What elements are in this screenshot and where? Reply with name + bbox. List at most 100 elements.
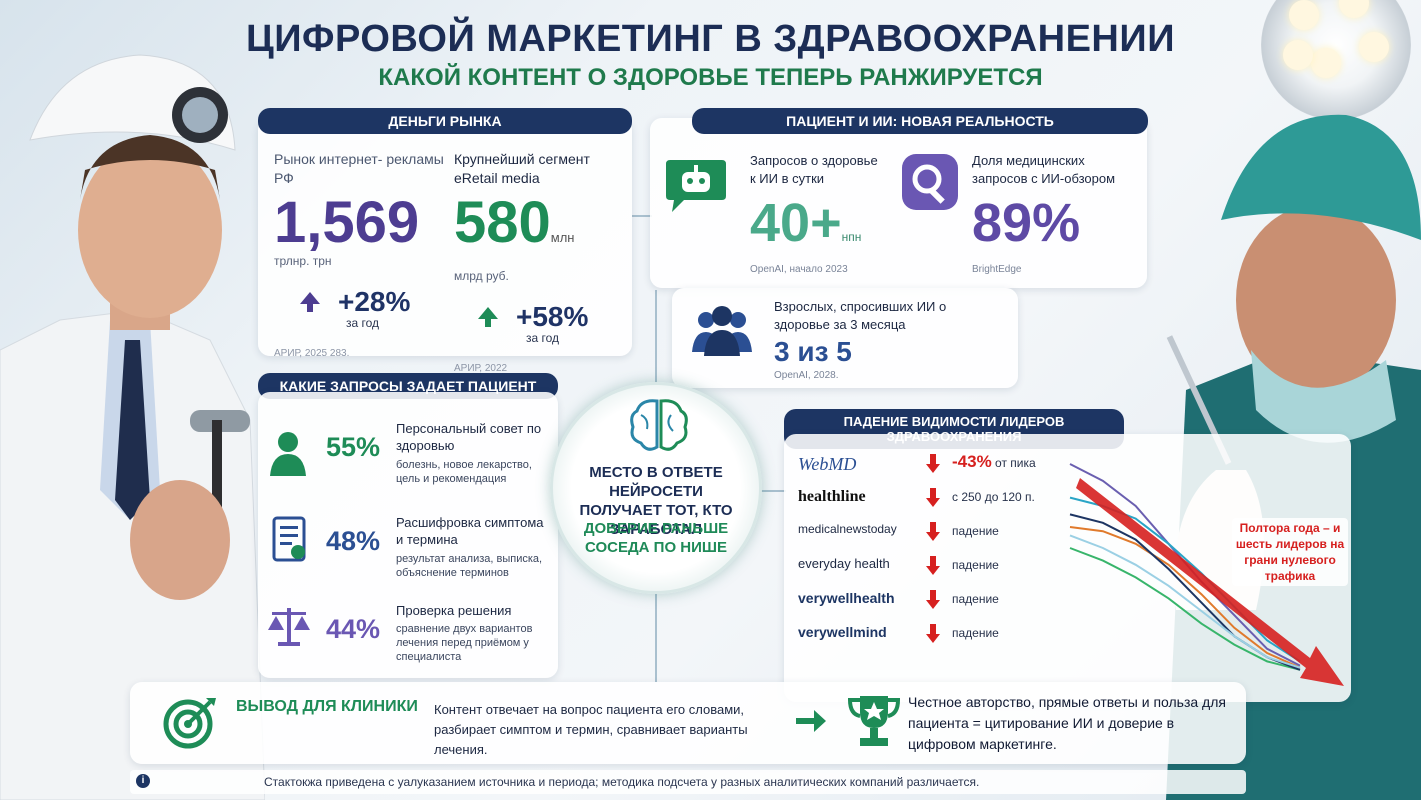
- question-pct: 55%: [326, 432, 381, 462]
- ai-queries-suffix: нпн: [841, 230, 862, 244]
- arrow-right-icon: [796, 710, 826, 737]
- question-title: Персональный совет по здоровью: [396, 421, 542, 453]
- down-arrow-icon: [926, 454, 940, 474]
- leader-note: падение: [952, 524, 999, 538]
- leader-row: everyday health падение: [798, 550, 1068, 584]
- ai-queries-number: 40+: [750, 193, 842, 253]
- central-message-main: МЕСТО В ОТВЕТЕ НЕЙРОСЕТИ ПОЛУЧАЕТ ТОТ, К…: [579, 464, 733, 538]
- retail-source: АРИР, 2022: [454, 363, 508, 374]
- retail-media-value: 580млн: [454, 192, 624, 269]
- leader-row: verywellmind падение: [798, 618, 1068, 652]
- market-size-value: 1,569: [274, 190, 420, 255]
- question-pct: 44%: [326, 614, 381, 644]
- market-size-label: Рынок интернет- рекламы РФ: [274, 151, 444, 186]
- central-message-accent: ДОВЕРИЕ РАНЬШЕ СОСЕДА ПО НИШЕ: [583, 520, 729, 556]
- traffic-decline-chart: [1069, 463, 1344, 686]
- question-title: Расшифровка симптома и термина: [396, 515, 544, 547]
- question-desc: болезнь, новое лекарство, цель и рекомен…: [396, 459, 532, 485]
- adults-label: Взрослых, спросивших ИИ о здоровье за 3 …: [774, 299, 947, 332]
- adults-source: OpenAI, 2028.: [774, 370, 839, 381]
- leader-logo: verywellmind: [798, 624, 887, 640]
- trend-down-arrow-icon: [1076, 478, 1344, 686]
- trophy-icon: [847, 692, 901, 755]
- leaders-panel: WebMD -43% от пика healthline с 250 до 1…: [784, 434, 1351, 702]
- question-item: 48% Расшифровка симптома и термина резул…: [258, 502, 558, 590]
- down-arrow-icon: [926, 556, 940, 576]
- leader-drop: -43%: [952, 452, 992, 471]
- ai-queries-label: Запросов о здоровье к ИИ в сутки: [750, 153, 878, 186]
- leader-logo: verywellhealth: [798, 590, 895, 606]
- market-growth: +28%: [274, 286, 444, 318]
- leader-note: от пика: [995, 456, 1036, 470]
- brain-icon: [627, 395, 691, 460]
- surgical-lamp-icon: [1261, 0, 1411, 120]
- magnifier-icon: [900, 152, 960, 212]
- retail-media-unit: млрд руб.: [454, 269, 509, 283]
- retail-media-suffix: млн: [550, 230, 575, 245]
- conclusion-title: ВЫВОД ДЛЯ КЛИНИКИ: [236, 698, 418, 715]
- people-icon: [690, 302, 754, 358]
- leader-logo: WebMD: [798, 454, 857, 474]
- person-icon: [268, 430, 308, 483]
- ai-overview-source: BrightEdge: [972, 264, 1022, 275]
- traffic-series-line: [1069, 547, 1301, 671]
- question-title: Проверка решения: [396, 603, 512, 618]
- leader-note: падение: [952, 592, 999, 606]
- document-icon: [270, 516, 310, 569]
- down-arrow-icon: [926, 624, 940, 644]
- adults-value: 3 из 5: [774, 336, 852, 367]
- leader-logo: healthline: [798, 488, 866, 505]
- connector-line: [655, 590, 657, 682]
- leader-note: падение: [952, 626, 999, 640]
- connector-line: [632, 215, 652, 217]
- leader-note: падение: [952, 558, 999, 572]
- question-desc: результат анализа, выписка, объяснение т…: [396, 553, 543, 579]
- down-arrow-icon: [926, 590, 940, 610]
- footer-text: Стактокжа приведена с уалуказанием источ…: [264, 775, 980, 789]
- patient-ai-panel: ПАЦИЕНТ И ИИ: НОВАЯ РЕАЛЬНОСТЬ Запросов …: [650, 108, 1148, 288]
- scales-icon: [266, 604, 312, 655]
- decline-callout: Полтора года – и шесть лидеров на грани …: [1232, 518, 1348, 586]
- leader-logo: medicalnewstoday: [798, 522, 897, 536]
- retail-growth: +58%: [454, 301, 624, 333]
- ai-overview-label: Доля медицинских запросов с ИИ-обзором: [972, 153, 1116, 186]
- conclusion-result: Честное авторство, прямые ответы и польз…: [908, 694, 1226, 752]
- arrow-up-icon: [298, 290, 322, 314]
- market-size-column: Рынок интернет- рекламы РФ 1,569 трлнр. …: [274, 150, 444, 359]
- page-title: ЦИФРОВОЙ МАРКЕТИНГ В ЗДРАВООХРАНЕНИИ: [245, 18, 1176, 60]
- leader-logo: everyday health: [798, 556, 890, 571]
- doctor-left-illustration: [0, 54, 265, 800]
- info-icon: i: [136, 774, 150, 788]
- retail-media-number: 580: [454, 190, 551, 255]
- market-source: АРИР, 2025 283.: [274, 348, 350, 359]
- ai-overview-value: 89%: [972, 193, 1081, 253]
- page-subtitle: КАКОЙ КОНТЕНТ О ЗДОРОВЬЕ ТЕПЕРЬ РАНЖИРУЕ…: [378, 64, 1043, 91]
- question-desc: сравнение двух вариантов лечения перед п…: [396, 623, 533, 663]
- money-panel: ДЕНЬГИ РЫНКА Рынок интернет- рекламы РФ …: [258, 108, 632, 374]
- retail-growth-value: +58%: [516, 301, 589, 332]
- retail-media-column: Крупнейший сегмент eRetail media 580млн …: [454, 150, 624, 374]
- question-item: 55% Персональный совет по здоровью болез…: [258, 408, 558, 496]
- leader-row: healthline с 250 до 120 п.: [798, 482, 1068, 516]
- money-header: ДЕНЬГИ РЫНКА: [258, 108, 632, 134]
- leader-row: medicalnewstoday падение: [798, 516, 1068, 550]
- patient-header: ПАЦИЕНТ И ИИ: НОВАЯ РЕАЛЬНОСТЬ: [692, 108, 1148, 134]
- market-growth-value: +28%: [338, 286, 411, 317]
- adults-ai-panel: Взрослых, спросивших ИИ о здоровье за 3 …: [672, 288, 1018, 388]
- questions-panel: 55% Персональный совет по здоровью болез…: [258, 392, 558, 678]
- ai-queries-source: OpenAI, начало 2023: [750, 264, 848, 275]
- market-growth-period: за год: [346, 316, 380, 330]
- conclusion-text: Контент отвечает на вопрос пациента его …: [434, 702, 748, 757]
- question-item: 44% Проверка решения сравнение двух вари…: [258, 590, 558, 678]
- question-pct: 48%: [326, 526, 381, 556]
- connector-line: [760, 490, 786, 492]
- central-message: МЕСТО В ОТВЕТЕ НЕЙРОСЕТИ ПОЛУЧАЕТ ТОТ, К…: [550, 382, 762, 594]
- conclusion-panel: ВЫВОД ДЛЯ КЛИНИКИ Контент отвечает на во…: [130, 682, 1246, 764]
- down-arrow-icon: [926, 522, 940, 542]
- traffic-series-line: [1069, 534, 1301, 669]
- market-size-unit: трлнр. трн: [274, 254, 332, 268]
- robot-chat-icon: [664, 156, 728, 214]
- down-arrow-icon: [926, 488, 940, 508]
- target-icon: [162, 694, 218, 755]
- traffic-series-line: [1069, 526, 1301, 669]
